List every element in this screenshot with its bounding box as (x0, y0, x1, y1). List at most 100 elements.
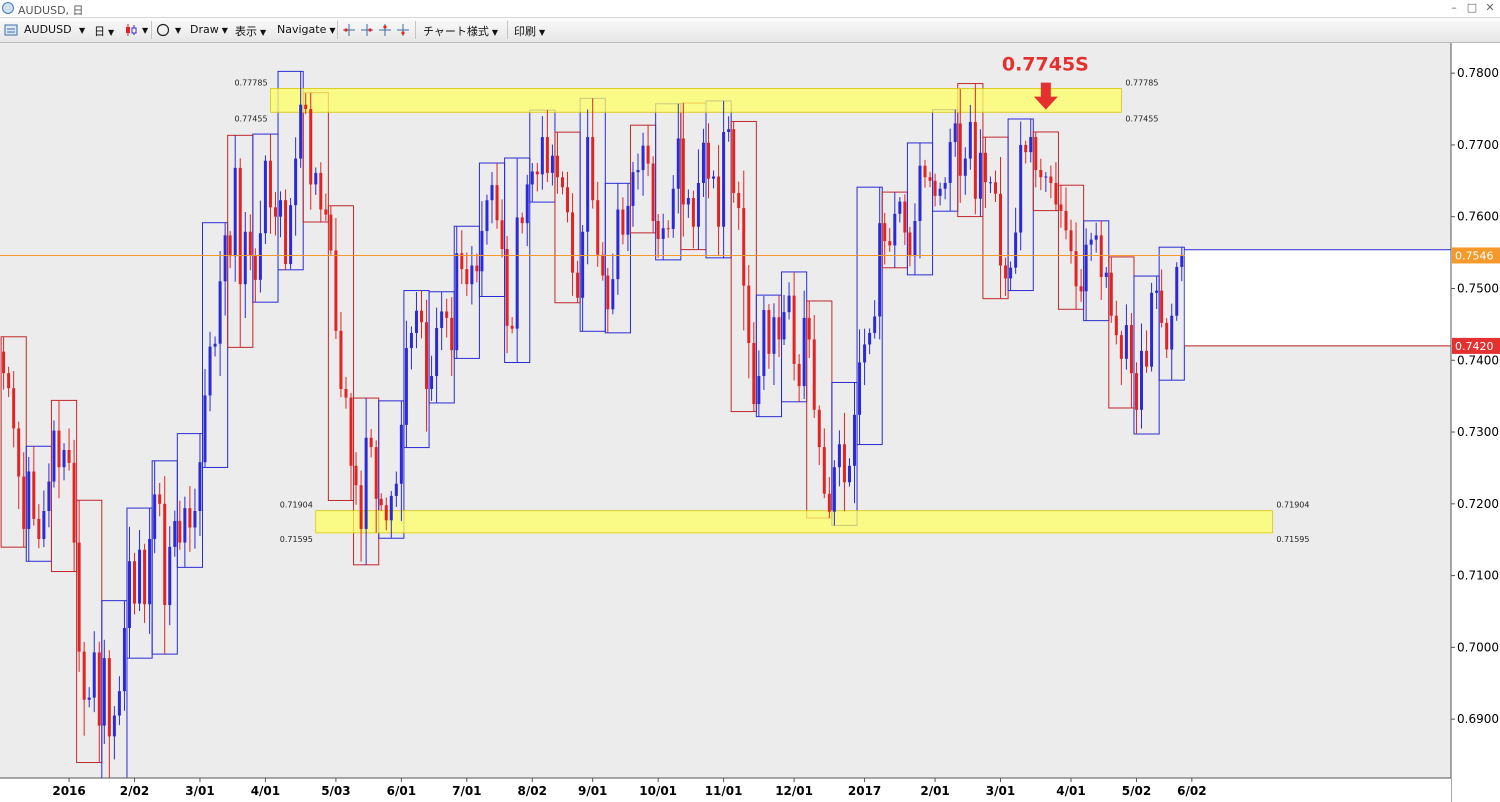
candle-body (117, 691, 121, 716)
candle-body (1170, 315, 1174, 350)
candle-body (1059, 204, 1063, 211)
minimize-button[interactable]: – (1451, 1, 1457, 14)
candle-body (2, 351, 6, 374)
crosshair-down-icon[interactable] (396, 23, 410, 37)
candle-body (908, 232, 912, 257)
candle-body (918, 165, 922, 222)
view-menu[interactable]: 表示 ▼ (235, 23, 266, 39)
candle-body (42, 510, 46, 539)
candle-body (661, 228, 665, 239)
symbol-select[interactable]: AUDUSD (24, 23, 72, 36)
candle-body (389, 495, 393, 521)
candle-body (1034, 137, 1038, 171)
time-axis[interactable]: 2016 2/02 3/01 4/01 5/03 6/01 7/01 8/02 9/01 10/0… (0, 777, 1451, 802)
crosshair-left-icon[interactable] (342, 23, 356, 37)
candle-body (863, 344, 867, 363)
symbol-label: AUDUSD (24, 23, 72, 36)
candle-body (681, 138, 685, 205)
candle-body (299, 104, 303, 159)
price-axis[interactable]: 0.7800[0 0.7700[0 0.7600[0 0.7500[0 0.7400[0… (1450, 43, 1500, 802)
candle-body (943, 182, 947, 189)
chevron-down-icon: ▼ (108, 28, 115, 37)
candle-body (999, 193, 1003, 266)
candle-body (893, 213, 897, 246)
candle-body (722, 132, 726, 227)
candle-body (480, 231, 484, 272)
candle-style-icon[interactable] (124, 23, 138, 37)
time-tick-label: 2016 (52, 784, 85, 798)
candle-body (913, 221, 917, 257)
candle-body (374, 447, 378, 499)
candle-body (676, 138, 680, 189)
time-tick-label: 5/03 (321, 784, 350, 798)
candle-body (671, 188, 675, 229)
candle-body (1160, 290, 1164, 323)
candle-body (284, 200, 288, 265)
candle-body (414, 310, 418, 333)
candle-body (1084, 244, 1088, 292)
price-tick-label: 0.7200[0 (1457, 497, 1500, 511)
time-tick-label: 10/01 (639, 784, 677, 798)
print-menu[interactable]: 印刷 ▼ (514, 23, 545, 39)
candle-body (1109, 272, 1113, 316)
draw-menu[interactable]: Draw ▼ (190, 23, 228, 36)
candle-body (163, 503, 167, 606)
candle-body (1114, 315, 1118, 336)
candle-body (807, 317, 811, 340)
weekly-range-box (730, 120, 757, 413)
navigate-menu[interactable]: Navigate ▼ (277, 23, 336, 36)
candle-body (868, 332, 872, 345)
candle-body (188, 508, 192, 528)
maximize-button[interactable]: □ (1466, 1, 1478, 14)
weekly-range-box (50, 399, 78, 573)
candle-style-dropdown-icon[interactable]: ▼ (142, 26, 149, 35)
chart-window-icon[interactable] (4, 23, 18, 37)
candle-body (973, 121, 977, 199)
candle-body (540, 137, 544, 175)
candle-body (1150, 292, 1154, 367)
view-menu-label: 表示 (235, 25, 257, 38)
crosshair-right-icon[interactable] (360, 23, 374, 37)
candle-body (495, 185, 499, 221)
time-tick-label: 11/01 (705, 784, 743, 798)
candle-body (198, 462, 202, 511)
chevron-down-icon: ▼ (539, 28, 546, 37)
candle-body (92, 652, 96, 698)
candle-body (440, 311, 444, 328)
candle-body (430, 376, 434, 389)
candle-body (1044, 176, 1048, 178)
candle-body (953, 123, 957, 143)
support-zone (315, 510, 1273, 534)
crosshair-up-icon[interactable] (378, 23, 392, 37)
circle-tool-dropdown-icon[interactable]: ▼ (175, 26, 182, 35)
price-tick-label: 0.6900[0 (1457, 712, 1500, 726)
support-zone-price-label: 0.71904 (1276, 501, 1309, 510)
candle-body (1140, 350, 1144, 410)
candle-body (203, 395, 207, 463)
candle-body (77, 542, 81, 652)
price-chart[interactable]: 0.77785 0.77455 0.77785 0.77455 0.71904 0.715… (0, 43, 1500, 802)
candle-body (666, 228, 670, 230)
candle-body (732, 129, 736, 194)
close-button[interactable]: ✕ (1485, 1, 1495, 14)
candle-body (767, 310, 771, 354)
candle-body (133, 561, 137, 604)
candle-body (1064, 210, 1068, 231)
candle-body (505, 249, 509, 326)
timeframe-select[interactable]: 日 ▼ (94, 23, 114, 39)
plot-area[interactable] (0, 43, 1451, 778)
circle-tool-icon[interactable] (156, 23, 170, 37)
candle-body (888, 241, 892, 246)
symbol-dropdown-icon[interactable]: ▼ (79, 26, 86, 35)
weekly-range-box (1032, 131, 1059, 212)
candle-body (520, 217, 524, 224)
time-tick-label: 9/01 (578, 784, 607, 798)
candle-body (832, 467, 836, 512)
candle-body (218, 281, 222, 344)
candle-body (379, 498, 383, 506)
candle-body (173, 521, 177, 547)
candle-body (1180, 255, 1184, 267)
candle-body (253, 255, 257, 280)
candle-body (22, 476, 26, 529)
chart-style-menu[interactable]: チャート様式 ▼ (423, 23, 498, 39)
